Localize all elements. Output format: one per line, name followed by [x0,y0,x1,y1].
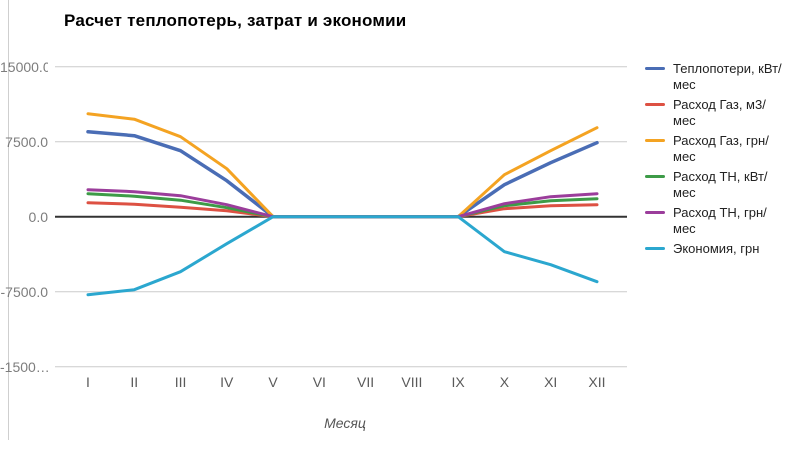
x-tick-label: XII [588,374,606,390]
left-border-line [8,0,9,440]
x-tick-label: I [86,374,90,390]
legend-swatch [645,139,665,142]
y-tick-label: 0.0 [28,208,48,225]
x-tick-label: II [130,374,139,390]
legend-item: Теплопотери, кВт/мес [645,61,787,93]
x-tick-label: VII [357,374,375,390]
legend-label: Экономия, грн [673,241,760,256]
y-tick-label: 7500.0 [5,133,48,150]
legend-swatch [645,175,665,178]
legend-swatch [645,247,665,250]
legend: Теплопотери, кВт/мес Расход Газ, м3/мес Ра… [645,61,787,261]
x-tick-label: X [499,374,510,390]
legend-label: Расход ТН, кВт/мес [673,169,768,200]
x-tick-label: VIII [401,374,423,390]
legend-item: Экономия, грн [645,241,787,257]
legend-label: Расход Газ, м3/мес [673,97,766,128]
x-tick-label: VI [312,374,326,390]
legend-label: Теплопотери, кВт/мес [673,61,782,92]
legend-label: Расход Газ, грн/мес [673,133,769,164]
legend-item: Расход Газ, м3/мес [645,97,787,129]
legend-label: Расход ТН, грн/мес [673,205,767,236]
x-tick-label: III [174,374,187,390]
y-axis-labels: 15000.0 7500.0 0.0 -7500.0 -1500… [0,0,50,451]
x-tick-label: V [268,374,278,390]
legend-item: Расход ТН, грн/мес [645,205,787,237]
legend-item: Расход Газ, грн/мес [645,133,787,165]
legend-item: Расход ТН, кВт/мес [645,169,787,201]
x-axis-title: Месяц [324,415,366,431]
legend-swatch [645,103,665,106]
x-tick-label: IX [451,374,465,390]
y-tick-label: 15000.0 [0,58,48,75]
x-tick-label: IV [220,374,234,390]
legend-swatch [645,211,665,214]
y-tick-label: -1500… [0,358,48,375]
x-tick-label: XI [544,374,558,390]
y-tick-label: -7500.0 [0,283,48,300]
legend-swatch [645,67,665,70]
series-line-6 [86,215,599,297]
chart-title: Расчет теплопотерь, затрат и экономии [64,11,407,30]
